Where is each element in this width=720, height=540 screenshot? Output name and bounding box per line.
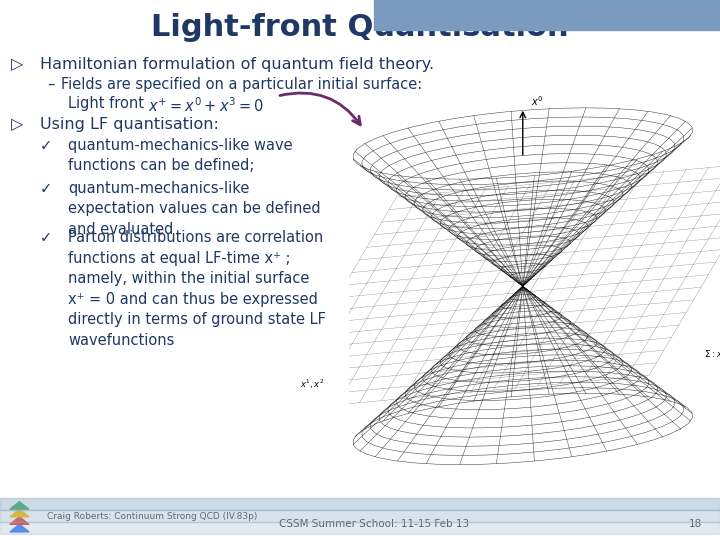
Text: wavefunctions: wavefunctions — [68, 333, 175, 348]
Text: Light front: Light front — [68, 96, 145, 111]
Text: Parton distributions are correlation: Parton distributions are correlation — [68, 230, 324, 245]
Text: $x^0$: $x^0$ — [531, 94, 543, 108]
Text: –: – — [47, 77, 54, 92]
Text: Using LF quantisation:: Using LF quantisation: — [40, 117, 218, 132]
Polygon shape — [10, 502, 29, 509]
Text: Light-front Quantisation: Light-front Quantisation — [151, 14, 569, 43]
Text: quantum-mechanics-like: quantum-mechanics-like — [68, 181, 250, 196]
Text: expectation values can be defined: expectation values can be defined — [68, 201, 321, 217]
Text: ▷: ▷ — [11, 117, 23, 132]
Text: ✓: ✓ — [40, 138, 52, 153]
Text: $x^{+} = x^{0} + x^{3} = 0$: $x^{+} = x^{0} + x^{3} = 0$ — [148, 96, 264, 115]
Text: functions at equal LF-time x⁺ ;: functions at equal LF-time x⁺ ; — [68, 251, 291, 266]
Text: functions can be defined;: functions can be defined; — [68, 158, 255, 173]
Text: ✓: ✓ — [40, 230, 52, 245]
Text: Craig Roberts: Continuum Strong QCD (IV.83p): Craig Roberts: Continuum Strong QCD (IV.… — [47, 512, 257, 521]
Text: $\Sigma: x^+ = 0$: $\Sigma: x^+ = 0$ — [704, 348, 720, 360]
Text: directly in terms of ground state LF: directly in terms of ground state LF — [68, 312, 326, 327]
Polygon shape — [10, 524, 29, 532]
Text: 18: 18 — [689, 519, 702, 530]
Text: quantum-mechanics-like wave: quantum-mechanics-like wave — [68, 138, 293, 153]
Text: ✓: ✓ — [40, 181, 52, 196]
Text: $x^1, x^2$: $x^1, x^2$ — [300, 377, 325, 391]
Polygon shape — [10, 517, 29, 524]
Text: namely, within the initial surface: namely, within the initial surface — [68, 271, 310, 286]
Text: and evaluated: and evaluated — [68, 222, 174, 237]
Text: ▷: ▷ — [11, 57, 23, 72]
Polygon shape — [10, 509, 29, 517]
Text: Hamiltonian formulation of quantum field theory.: Hamiltonian formulation of quantum field… — [40, 57, 433, 72]
Text: Fields are specified on a particular initial surface:: Fields are specified on a particular ini… — [61, 77, 423, 92]
Text: CSSM Summer School: 11-15 Feb 13: CSSM Summer School: 11-15 Feb 13 — [279, 519, 469, 530]
Text: x⁺ = 0 and can thus be expressed: x⁺ = 0 and can thus be expressed — [68, 292, 318, 307]
